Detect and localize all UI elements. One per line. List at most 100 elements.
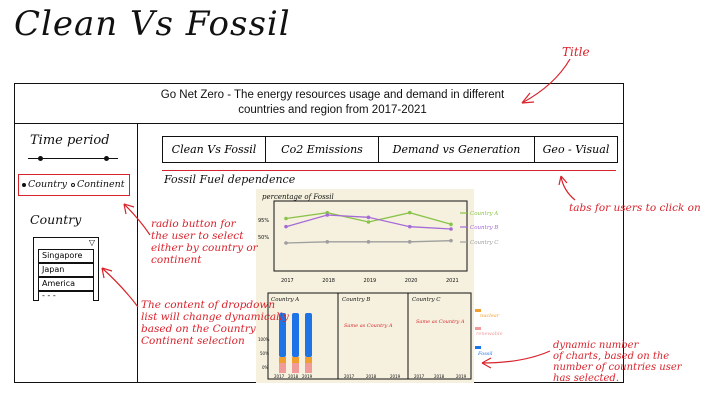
legend-renewable: renewable <box>476 331 503 337</box>
arrow-dynamic <box>481 350 551 369</box>
series-point <box>366 215 371 220</box>
x-tick-label: 2021 <box>446 278 459 284</box>
series-point <box>366 220 371 224</box>
stack-xtick: 2019 <box>302 374 313 379</box>
annotation-dynamic: dynamic number of charts, based on the n… <box>553 340 682 384</box>
stack-xtick: 2017 <box>344 374 355 379</box>
tab-demand-vs-generation[interactable]: Demand vs Generation <box>378 136 535 163</box>
tab-clean-vs-fossil[interactable]: Clean Vs Fossil <box>162 136 266 163</box>
header-divider <box>14 123 624 124</box>
arrow-dropdown <box>101 267 139 308</box>
bar-renewable <box>292 363 299 373</box>
series-point <box>449 238 453 243</box>
annotation-radio: radio button for the user to select eith… <box>151 218 258 266</box>
series-point <box>449 227 453 231</box>
series-point <box>284 224 288 229</box>
panel-title-c: Country C <box>412 297 441 303</box>
x-tick-label: 2019 <box>364 278 377 284</box>
x-tick-label: 2018 <box>322 278 335 284</box>
radio-group-highlight <box>18 174 130 196</box>
stack-xtick: 2018 <box>366 374 377 379</box>
small-charts-frame <box>267 292 472 380</box>
series-point <box>407 224 412 229</box>
line-chart-ytick: 50% <box>258 235 269 241</box>
x-tick-label: 2020 <box>405 278 418 284</box>
series-point <box>449 222 453 227</box>
stacked-bar <box>305 313 312 373</box>
app-title-line2: countries and region from 2017-2021 <box>238 104 427 116</box>
chevron-down-icon[interactable]: ▽ <box>88 238 95 247</box>
tabs-underline <box>162 170 616 171</box>
panel-title-a: Country A <box>271 297 299 303</box>
dropdown-item[interactable]: Japan <box>38 263 94 277</box>
stack-xtick: 2018 <box>288 374 299 379</box>
bar-renewable <box>279 363 286 373</box>
legend-swatch-nuclear <box>475 309 481 312</box>
bar-fossil <box>279 313 286 357</box>
time-slider-handle-end[interactable] <box>104 156 109 161</box>
stack-ytick: 50% <box>260 351 269 356</box>
bar-fossil <box>305 313 312 357</box>
time-slider-handle-start[interactable] <box>38 156 43 161</box>
dropdown-item[interactable]: America <box>38 277 94 291</box>
section-title: Fossil Fuel dependence <box>164 173 296 186</box>
bar-fossil <box>292 313 299 357</box>
stack-xtick: 2019 <box>390 374 401 379</box>
tab-co2-emissions[interactable]: Co2 Emissions <box>265 136 379 163</box>
x-tick-label: 2017 <box>281 278 294 284</box>
stack-xtick: 2019 <box>456 374 467 379</box>
dropdown-item[interactable]: - - - <box>38 291 94 301</box>
radio-country[interactable]: Country <box>22 179 67 190</box>
country-label: Country <box>30 212 82 227</box>
arrow-tabs <box>558 175 576 201</box>
legend-swatch-fossil <box>475 346 481 349</box>
panel-note-b: Same as Country A <box>344 323 393 329</box>
tab-geo-visual[interactable]: Geo - Visual <box>534 136 618 163</box>
legend-country-a: Country A <box>470 211 498 217</box>
legend-nuclear: nuclear <box>480 313 500 319</box>
radio-continent-dot <box>70 182 75 187</box>
radio-continent[interactable]: Continent <box>70 179 125 190</box>
series-point <box>284 241 288 245</box>
app-title: Go Net Zero - The energy resources usage… <box>150 88 515 118</box>
series-point <box>366 240 371 244</box>
time-slider-track[interactable] <box>28 158 118 159</box>
series-point <box>407 240 412 244</box>
stack-xtick: 2017 <box>274 374 285 379</box>
line-chart-frame <box>273 200 468 272</box>
legend-swatch-renewable <box>475 327 481 330</box>
app-title-line1: Go Net Zero - The energy resources usage… <box>160 89 505 101</box>
arrow-radio <box>123 203 151 236</box>
line-chart-ylabel: percentage of Fossil <box>262 193 334 201</box>
annotation-title: Title <box>562 45 590 59</box>
bar-nuclear <box>279 357 286 363</box>
radio-continent-label: Continent <box>76 179 125 190</box>
time-period-label: Time period <box>30 133 110 148</box>
stacked-bar <box>279 313 286 373</box>
country-dropdown[interactable]: ▽ Singapore Japan America - - - <box>33 237 99 301</box>
panel-title-b: Country B <box>342 297 370 303</box>
line-chart: percentage of Fossil 95% 50% 2017 2018 201… <box>258 193 503 380</box>
bar-nuclear <box>305 357 312 363</box>
annotation-tabs: tabs for users to click on <box>569 202 701 214</box>
arrow-title <box>521 58 571 104</box>
legend-fossil: Fossil <box>477 351 493 357</box>
legend-country-b: Country B <box>470 225 498 231</box>
radio-country-label: Country <box>28 179 67 190</box>
sketch-title: Clean Vs Fossil <box>14 4 291 44</box>
radio-country-dot <box>22 182 26 187</box>
stack-ytick: 100% <box>258 337 270 342</box>
series-point <box>284 216 288 221</box>
bar-renewable <box>305 363 312 373</box>
line-chart-ytick: 95% <box>258 218 269 224</box>
series-point <box>325 240 330 244</box>
stack-xtick: 2017 <box>414 374 425 379</box>
dropdown-item[interactable]: Singapore <box>38 249 94 263</box>
annotation-dropdown: The content of dropdown list will change… <box>141 299 289 347</box>
stack-ytick: 0% <box>262 365 269 370</box>
series-point <box>407 210 412 215</box>
stack-xtick: 2018 <box>434 374 445 379</box>
legend-country-c: Country C <box>470 240 499 246</box>
radio-group: Country Continent <box>22 179 125 190</box>
series-point <box>325 213 330 217</box>
